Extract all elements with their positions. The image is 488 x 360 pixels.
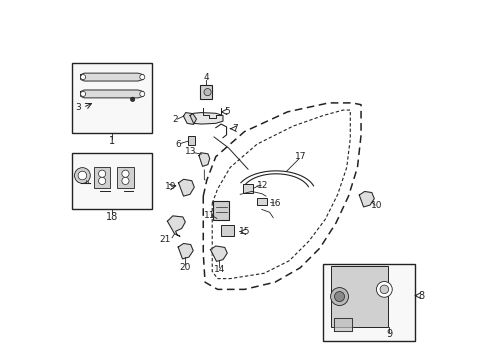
Circle shape xyxy=(140,75,144,80)
Text: 7: 7 xyxy=(232,124,238,133)
Circle shape xyxy=(81,75,85,80)
Text: 15: 15 xyxy=(239,228,250,237)
Bar xyxy=(323,264,414,341)
Polygon shape xyxy=(81,90,143,98)
Text: 13: 13 xyxy=(184,147,196,156)
Text: 4: 4 xyxy=(203,73,208,82)
Polygon shape xyxy=(178,179,194,196)
Text: 18: 18 xyxy=(105,212,118,221)
Bar xyxy=(187,136,195,145)
Text: 3: 3 xyxy=(75,103,81,112)
Polygon shape xyxy=(167,216,185,236)
Polygon shape xyxy=(333,318,351,330)
Circle shape xyxy=(334,292,344,302)
Text: 6: 6 xyxy=(175,140,180,149)
Text: 11: 11 xyxy=(203,211,215,220)
Circle shape xyxy=(140,91,144,96)
Circle shape xyxy=(130,97,135,102)
Text: 19: 19 xyxy=(164,182,176,191)
Bar xyxy=(330,266,387,327)
Bar xyxy=(94,167,110,188)
Circle shape xyxy=(330,288,348,306)
Bar xyxy=(213,201,229,220)
Bar xyxy=(72,153,152,209)
Circle shape xyxy=(81,91,85,96)
Text: 9: 9 xyxy=(386,329,391,339)
Bar xyxy=(256,198,266,206)
Circle shape xyxy=(78,171,86,180)
Circle shape xyxy=(99,170,105,177)
Polygon shape xyxy=(183,113,196,125)
Text: 16: 16 xyxy=(269,199,281,208)
Text: 17: 17 xyxy=(295,152,306,161)
Text: 2: 2 xyxy=(172,114,177,123)
Circle shape xyxy=(74,168,90,183)
Text: 1: 1 xyxy=(109,136,115,146)
Circle shape xyxy=(203,89,211,96)
Circle shape xyxy=(376,282,391,297)
Circle shape xyxy=(99,177,105,184)
Circle shape xyxy=(122,177,129,184)
Polygon shape xyxy=(190,113,223,124)
Text: 21: 21 xyxy=(159,235,170,244)
Bar xyxy=(72,63,152,134)
Polygon shape xyxy=(81,73,143,81)
Polygon shape xyxy=(359,192,373,207)
Bar xyxy=(200,85,212,99)
Bar xyxy=(242,184,253,193)
Polygon shape xyxy=(210,246,227,261)
Polygon shape xyxy=(178,243,193,259)
Polygon shape xyxy=(199,153,209,166)
Text: 20: 20 xyxy=(179,263,191,272)
Text: 5: 5 xyxy=(224,107,230,116)
Circle shape xyxy=(122,170,129,177)
Text: 14: 14 xyxy=(213,265,224,274)
Text: 8: 8 xyxy=(417,291,424,301)
Text: 10: 10 xyxy=(370,201,382,210)
Bar xyxy=(221,225,234,235)
Text: 12: 12 xyxy=(256,181,267,190)
Circle shape xyxy=(379,285,388,294)
Bar xyxy=(117,167,133,188)
